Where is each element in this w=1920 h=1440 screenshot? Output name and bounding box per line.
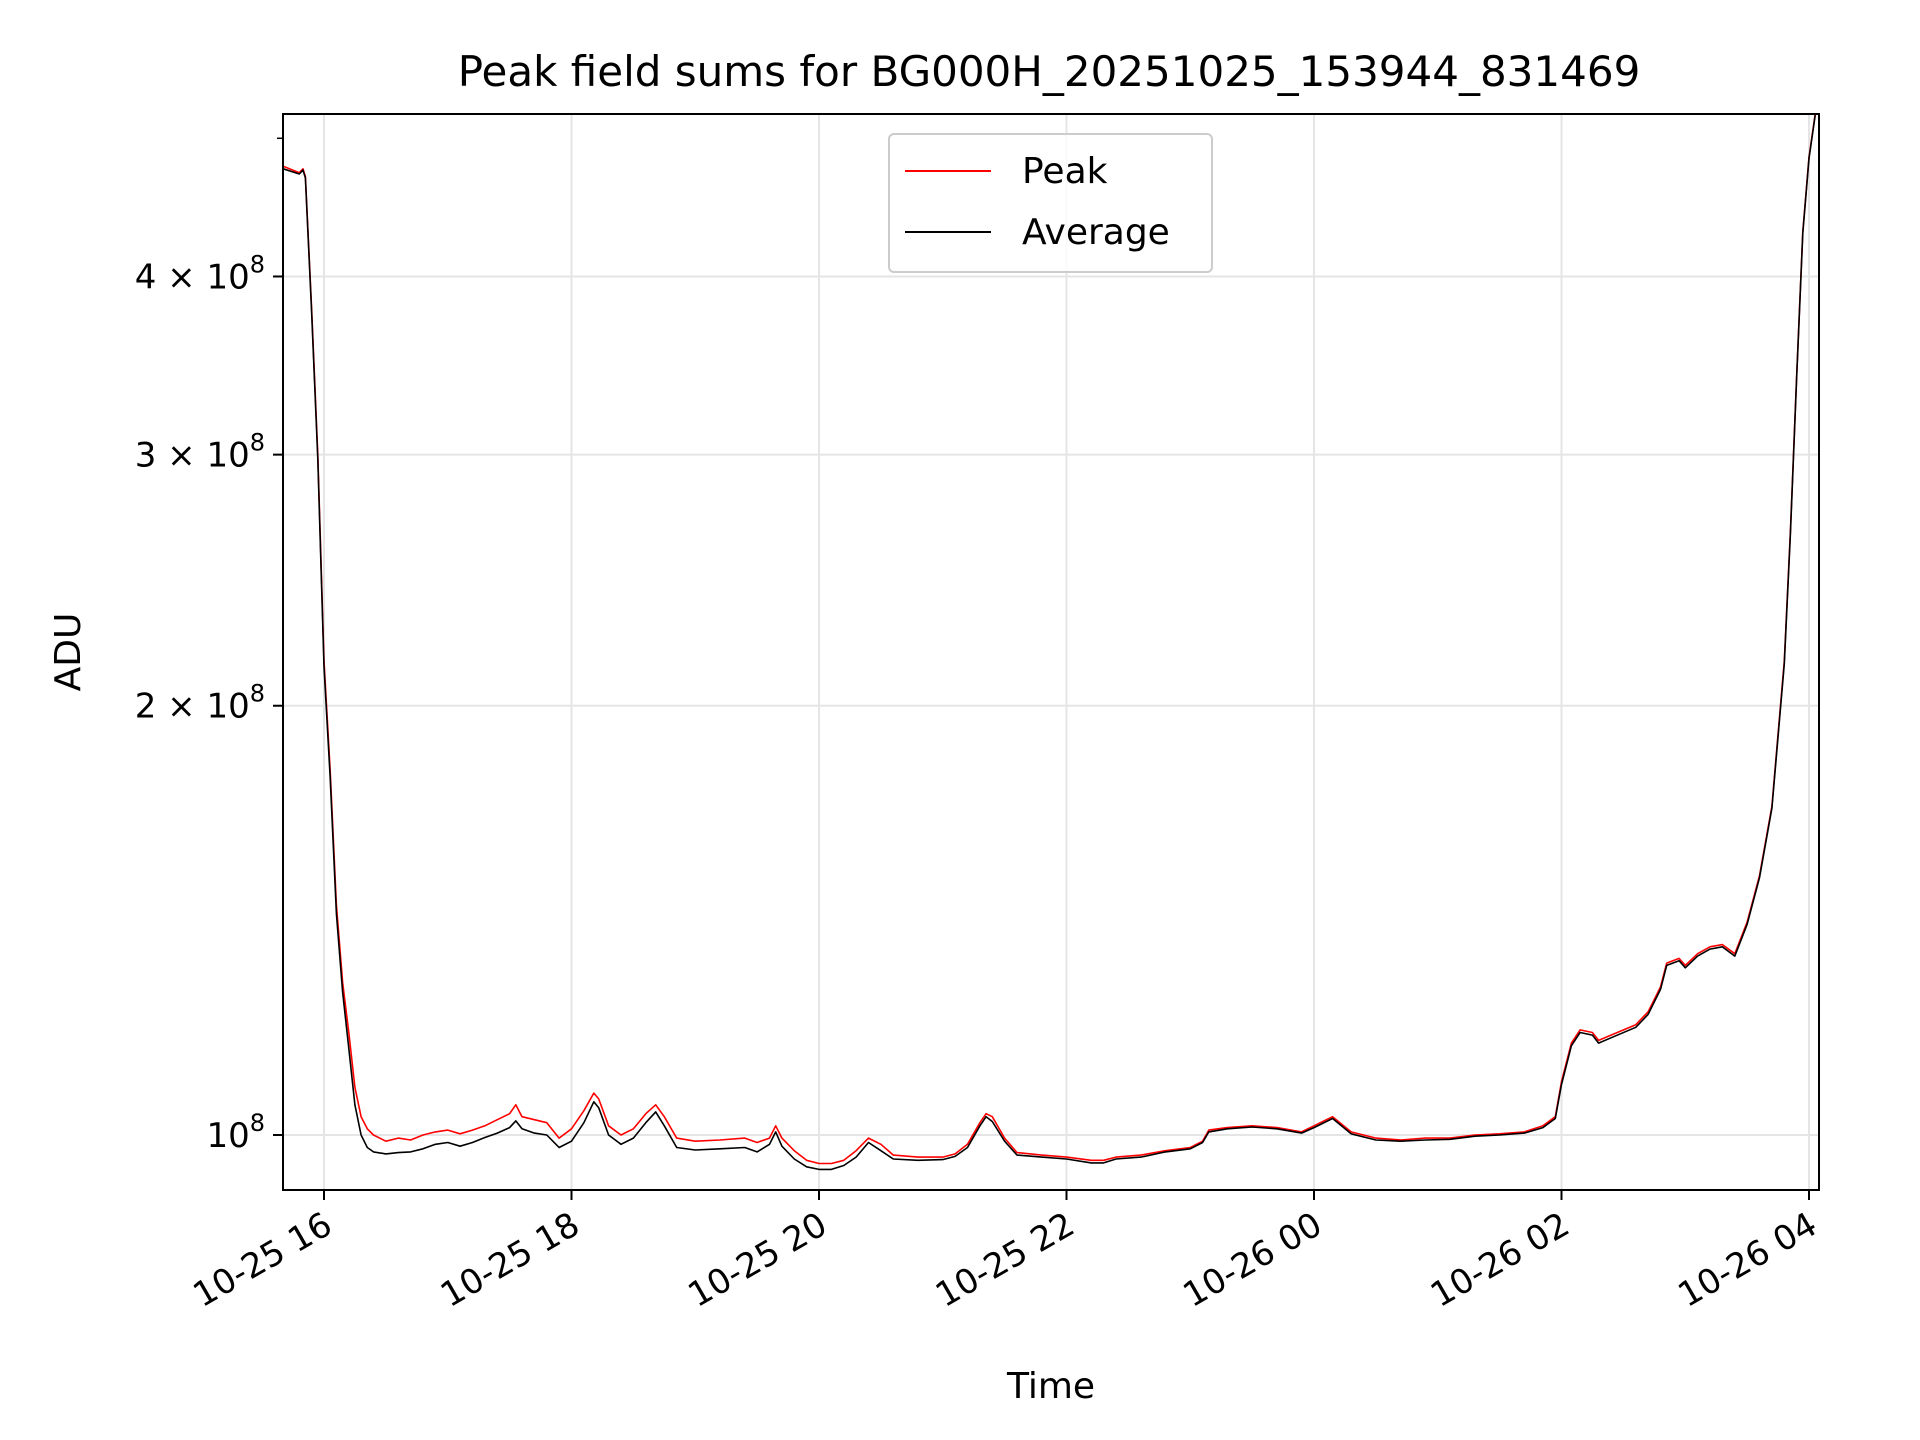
legend-peak-label: Peak bbox=[1022, 151, 1108, 192]
y-tick-label-exponent: 8 bbox=[250, 429, 265, 457]
y-axis-label: ADU bbox=[48, 613, 89, 692]
y-tick-label-exponent: 8 bbox=[250, 680, 265, 708]
x-axis-label: Time bbox=[1006, 1366, 1095, 1407]
legend-box bbox=[888, 133, 1213, 273]
y-tick-label: 2 × 108 bbox=[135, 680, 265, 727]
series-layer bbox=[283, 114, 1816, 1171]
y-tick-label-base: 4 × 10 bbox=[135, 257, 250, 297]
series-peak-line bbox=[283, 114, 1816, 1165]
y-tick-label-base: 10 bbox=[206, 1116, 249, 1156]
legend: Peak Average bbox=[888, 133, 1213, 273]
series-average-line bbox=[283, 115, 1816, 1171]
y-tick-label-exponent: 8 bbox=[250, 250, 265, 278]
y-tick-label: 3 × 108 bbox=[135, 429, 265, 476]
y-tick-label-base: 3 × 10 bbox=[135, 436, 250, 476]
y-tick-label-exponent: 8 bbox=[250, 1109, 265, 1137]
y-tick-label-base: 2 × 10 bbox=[135, 687, 250, 727]
plot-area-frame bbox=[282, 113, 1820, 1191]
legend-average-label: Average bbox=[1022, 212, 1170, 253]
y-tick-label: 4 × 108 bbox=[135, 250, 265, 297]
y-tick-label: 108 bbox=[206, 1109, 265, 1156]
grid bbox=[283, 114, 1819, 1190]
chart-title: Peak field sums for BG000H_20251025_1539… bbox=[458, 47, 1641, 96]
